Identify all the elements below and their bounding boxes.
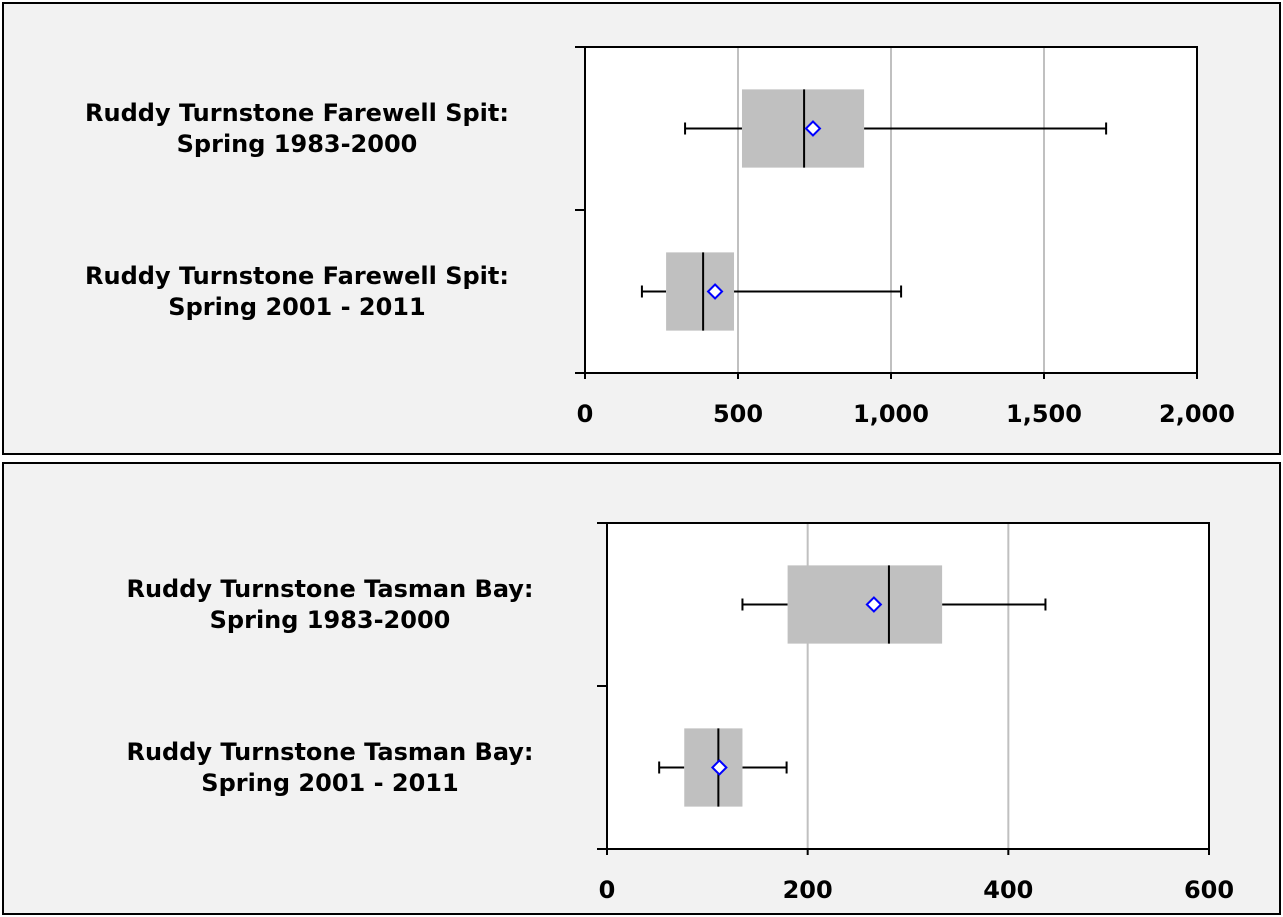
- x-tick-label: 2,000: [1159, 400, 1235, 428]
- x-tick-label: 400: [983, 876, 1033, 904]
- category-label: Ruddy Turnstone Farewell Spit: Spring 20…: [85, 261, 509, 321]
- category-label: Ruddy Turnstone Tasman Bay: Spring 2001 …: [126, 737, 534, 797]
- x-tick-label: 200: [783, 876, 833, 904]
- category-label: Ruddy Turnstone Farewell Spit: Spring 19…: [85, 98, 509, 158]
- box: [666, 252, 735, 331]
- chart: 0 500 1,000 1,500 2,000: [575, 46, 1235, 428]
- chart-panel: 0 200 400 600 Ruddy Turnstone Tasman Bay: Sp…: [2, 462, 1281, 915]
- x-tick-label: 1,500: [1006, 400, 1082, 428]
- category-label: Ruddy Turnstone Tasman Bay: Spring 1983-…: [126, 574, 534, 634]
- x-tick-label: 0: [599, 876, 616, 904]
- mean-marker: [710, 759, 728, 776]
- x-tick-label: 1,000: [853, 400, 929, 428]
- mean-marker: [865, 596, 883, 613]
- x-tick-label: 500: [713, 400, 763, 428]
- mean-marker: [706, 283, 724, 300]
- mean-marker: [804, 120, 822, 137]
- x-tick-label: 600: [1184, 876, 1234, 904]
- chart-panel: 0 500 1,000 1,500 2,000 Ruddy Turnstone Farew…: [2, 2, 1281, 455]
- chart: 0 200 400 600: [597, 522, 1234, 904]
- box: [741, 89, 865, 168]
- x-tick-label: 0: [577, 400, 594, 428]
- box: [787, 565, 943, 644]
